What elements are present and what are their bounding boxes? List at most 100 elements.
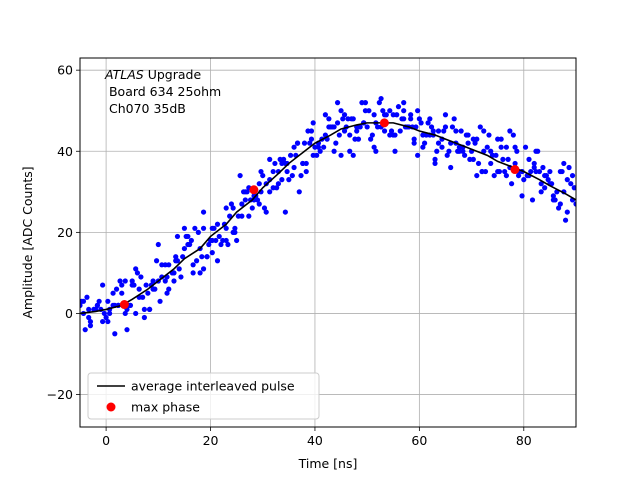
scatter-point [430, 128, 436, 134]
scatter-point [310, 120, 316, 126]
scatter-point [308, 136, 315, 142]
scatter-point [538, 189, 544, 195]
scatter-point [573, 201, 576, 207]
scatter-point [308, 128, 315, 134]
scatter-point [564, 209, 570, 215]
scatter-point [237, 172, 243, 179]
scatter-point [416, 116, 422, 122]
x-axis-label: Time [ns] [298, 456, 358, 471]
scatter-point [503, 172, 509, 179]
scatter-point [531, 160, 537, 167]
scatter-point [488, 148, 494, 154]
x-tick-label: 0 [102, 433, 110, 448]
scatter-point [296, 189, 302, 195]
x-tick-label: 20 [203, 433, 219, 448]
scatter-point [542, 185, 548, 191]
scatter-point [200, 225, 207, 231]
scatter-point [545, 177, 551, 183]
scatter-point [134, 270, 141, 276]
scatter-point [171, 278, 177, 284]
y-tick-label: 40 [57, 144, 73, 159]
scatter-point [474, 172, 480, 179]
legend-label-max-phase: max phase [131, 400, 200, 415]
scatter-point [547, 168, 553, 175]
scatter-point [228, 201, 235, 207]
scatter-point [347, 132, 353, 138]
scatter-point [448, 164, 454, 171]
scatter-point [369, 132, 375, 138]
scatter-point [131, 282, 137, 288]
annotation-line-2: Board 634 25ohm [105, 84, 221, 99]
scatter-point [166, 262, 172, 268]
legend: average interleaved pulse max phase [87, 372, 320, 420]
scatter-point [206, 241, 212, 248]
annotation-line-1: ATLAS Upgrade [104, 67, 201, 82]
scatter-point [350, 116, 356, 122]
scatter-point [401, 116, 407, 122]
scatter-point [571, 185, 576, 191]
scatter-point [401, 108, 407, 114]
max-phase-point [510, 165, 520, 175]
scatter-point [556, 205, 562, 211]
scatter-point [562, 217, 569, 223]
scatter-point [275, 181, 281, 187]
max-phase-point [119, 300, 129, 310]
scatter-point [287, 152, 294, 158]
scatter-point [103, 314, 109, 321]
scatter-point [458, 128, 464, 134]
scatter-point [279, 177, 285, 183]
scatter-point [528, 168, 534, 175]
scatter-point [331, 124, 337, 130]
scatter-point [472, 140, 478, 146]
scatter-point [381, 128, 388, 134]
scatter-point [301, 140, 308, 146]
scatter-point [254, 197, 261, 203]
scatter-point [512, 144, 518, 150]
scatter-point [223, 225, 229, 231]
x-tick-label: 60 [411, 433, 427, 448]
axis-ticks: 0 20 40 60 80 −20 0 20 40 60 [47, 63, 532, 448]
scatter-point [321, 144, 327, 150]
legend-box [87, 372, 320, 420]
scatter-point [442, 112, 449, 118]
annotation-line-3: Ch070 35dB [105, 101, 186, 116]
scatter-point [94, 302, 100, 308]
scatter-point [127, 302, 134, 308]
scatter-point [376, 100, 382, 106]
scatter-point [192, 225, 198, 231]
scatter-point [230, 205, 236, 211]
scatter-point [281, 156, 287, 162]
scatter-point [481, 128, 487, 134]
scatter-point [357, 124, 363, 130]
scatter-point [411, 140, 417, 146]
scatter-point [368, 136, 374, 142]
scatter-point [117, 278, 123, 284]
scatter-point [566, 164, 572, 171]
scatter-point [256, 181, 262, 187]
scatter-point [477, 124, 483, 130]
scatter-point [270, 168, 276, 175]
x-tick-label: 40 [307, 433, 323, 448]
scatter-point [364, 124, 370, 130]
y-tick-label: −20 [47, 387, 73, 402]
scatter-point [371, 112, 377, 118]
scatter-point [355, 136, 362, 142]
scatter-point [246, 213, 252, 219]
plot-frame [79, 57, 577, 428]
scatter-point [200, 209, 207, 215]
scatter-point [141, 306, 147, 313]
scatter-point [100, 318, 106, 325]
scatter-point [350, 152, 356, 158]
scatter-point [87, 318, 94, 325]
scatter-point [113, 286, 120, 292]
scatter-point [428, 124, 435, 130]
scatter-point [371, 144, 377, 150]
scatter-point [164, 290, 170, 296]
scatter-point [119, 290, 125, 296]
scatter-point [408, 116, 414, 122]
scatter-point [195, 229, 201, 235]
scatter-point [388, 128, 395, 134]
scatter-point [129, 278, 135, 284]
scatter-point [80, 302, 83, 308]
